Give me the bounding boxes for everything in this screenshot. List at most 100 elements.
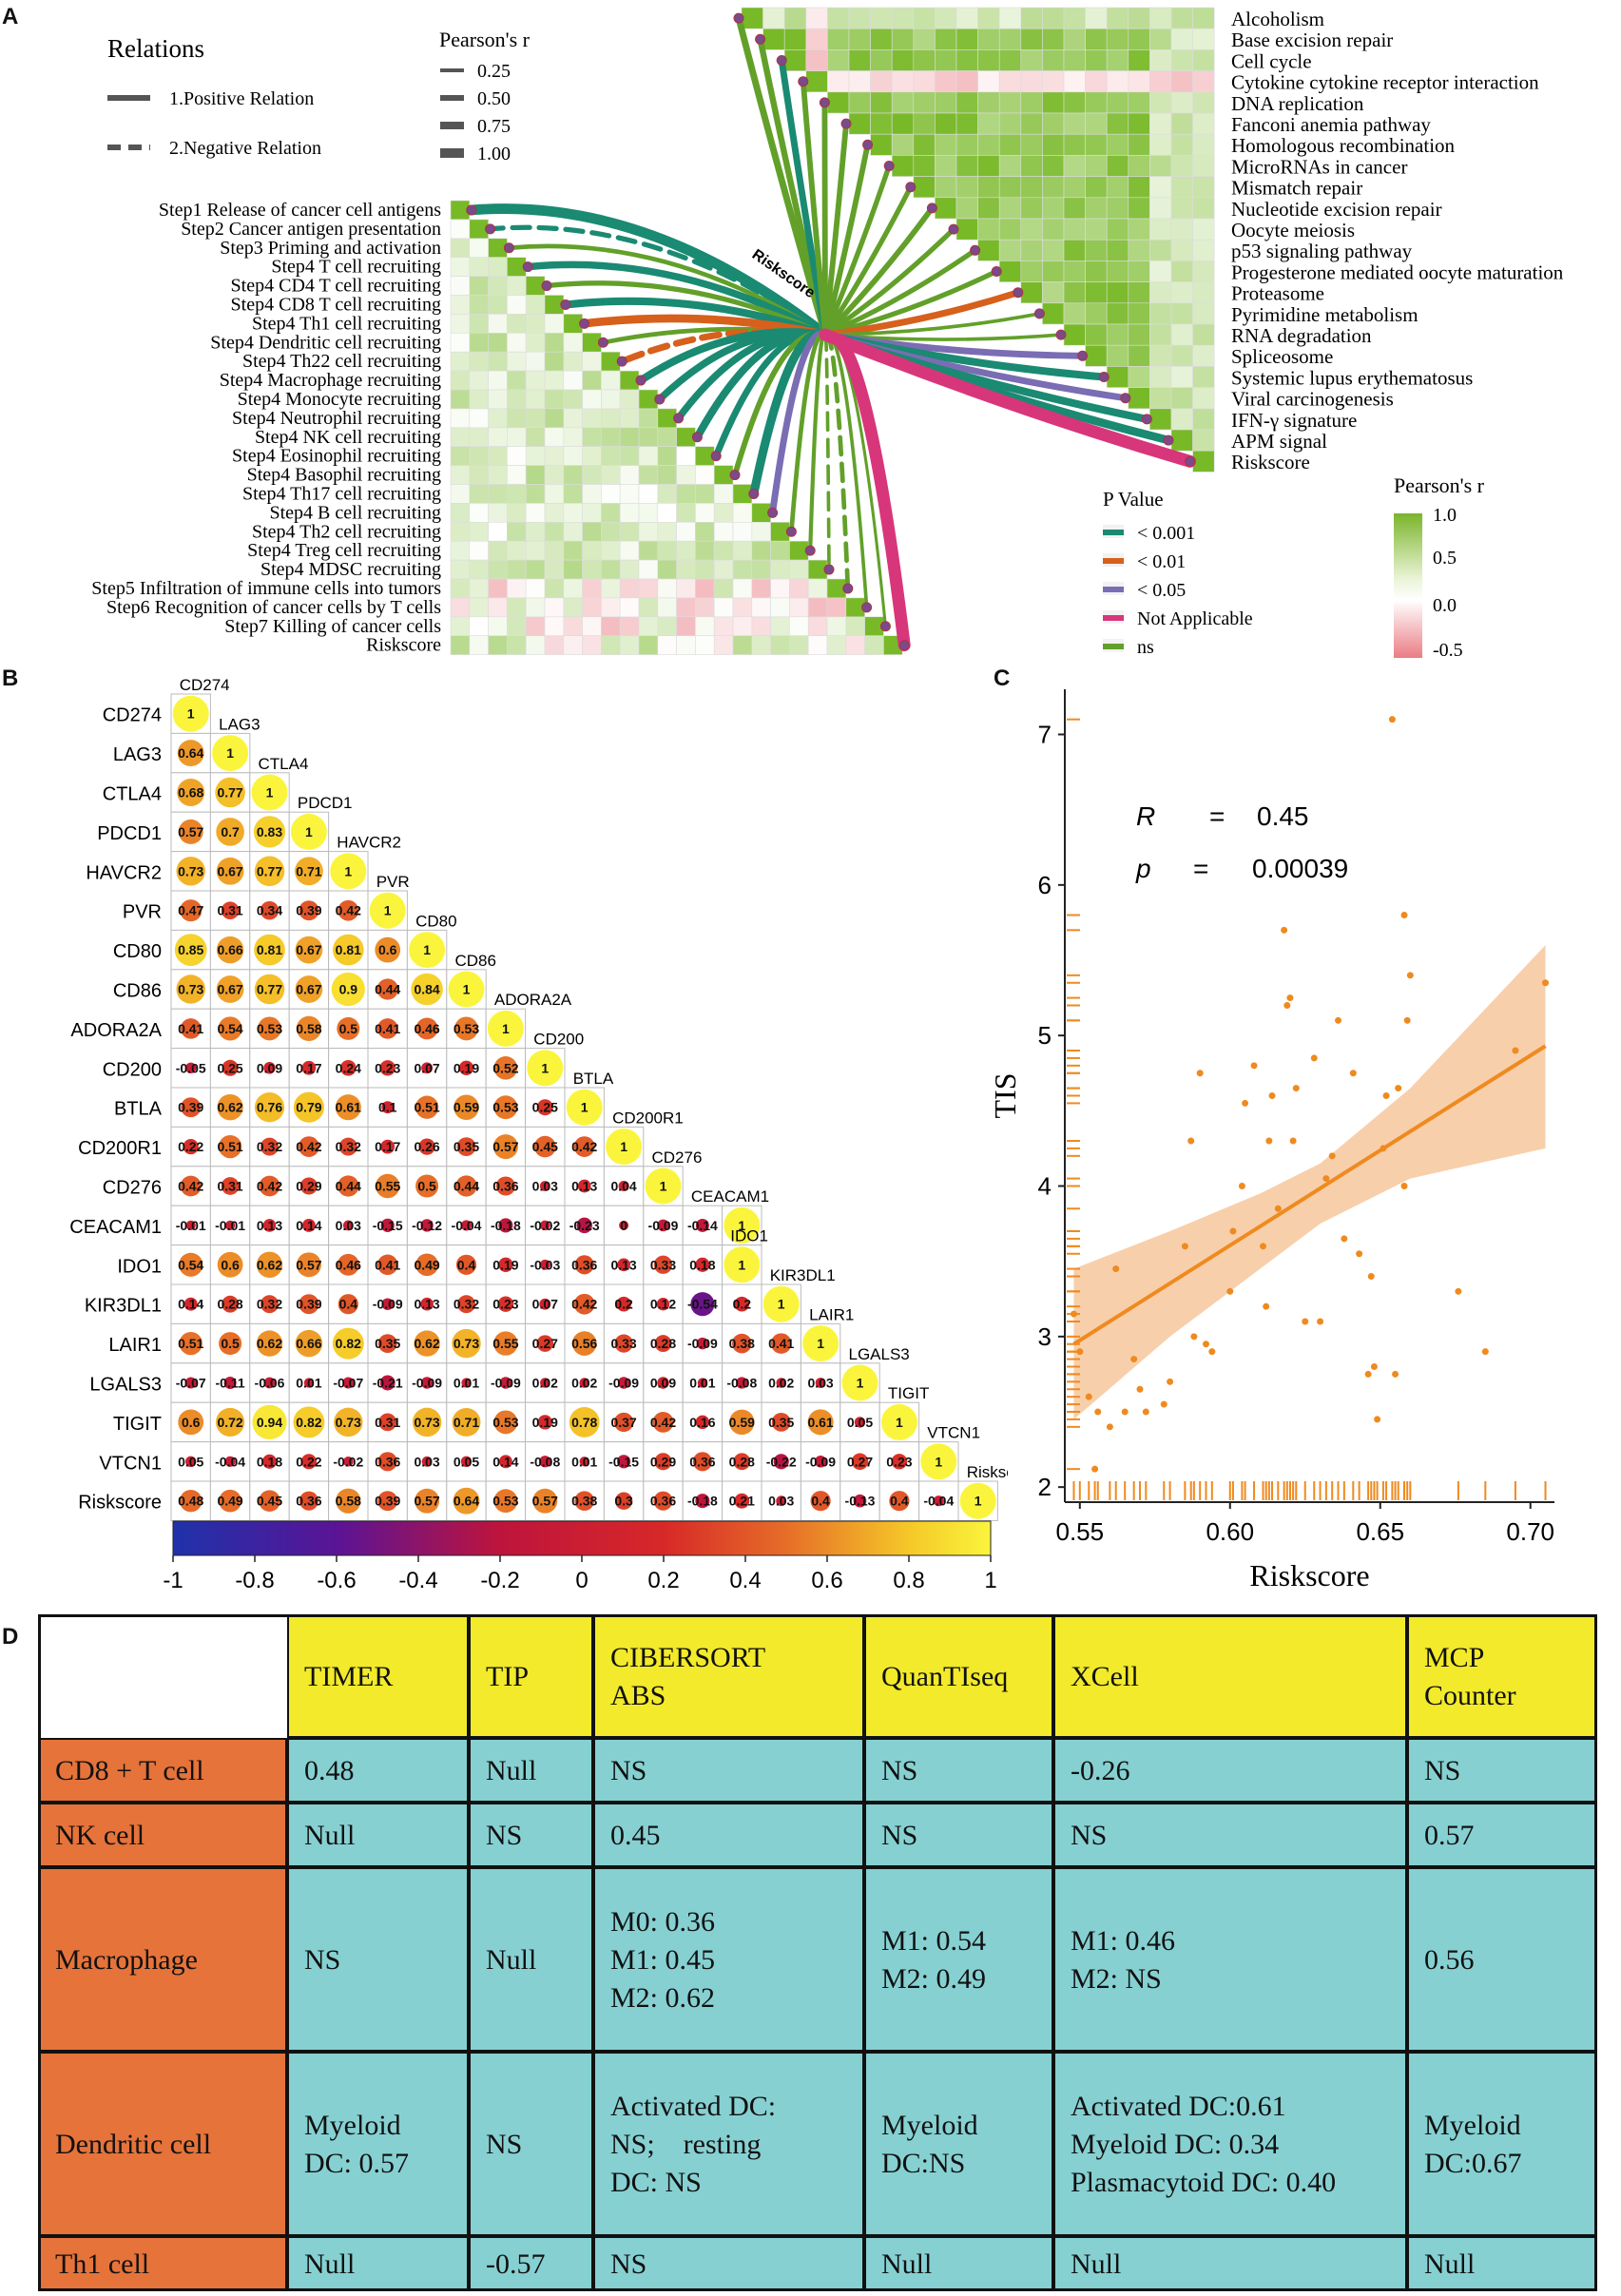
heatmap-cell (488, 295, 508, 315)
correlation-circle (566, 1089, 603, 1126)
heatmap-cell (488, 616, 508, 636)
correlation-value: 0.42 (336, 903, 361, 918)
row-header-text: NK cell (55, 1820, 145, 1851)
table-cell: NS (469, 2052, 593, 2236)
correlation-value: 0.6 (378, 942, 397, 957)
correlation-value: 0.14 (492, 1454, 518, 1469)
correlation-circle (652, 1412, 674, 1433)
heatmap-cell (1020, 133, 1043, 156)
link-line (822, 121, 849, 338)
heatmap-cell (751, 597, 771, 618)
row-header: Th1 cell (38, 2236, 287, 2291)
heatmap-cell (544, 503, 565, 523)
correlation-circle (736, 1377, 748, 1389)
panel-letter-a: A (2, 4, 19, 29)
heatmap-cell (751, 616, 771, 636)
correlation-circle (569, 1406, 600, 1437)
correlation-value: -0.15 (373, 1218, 403, 1233)
correlation-value: -0.18 (687, 1494, 718, 1509)
correlation-value: 0.13 (571, 1179, 597, 1194)
heatmap-cell (657, 503, 677, 523)
diagonal-label: CD80 (415, 912, 456, 930)
heatmap-cell (563, 559, 583, 580)
data-point (1091, 1465, 1099, 1473)
heatmap-cell (789, 559, 809, 580)
table-cell-text: NS (610, 1755, 647, 1786)
data-point (1263, 1302, 1270, 1310)
heatmap-cell (507, 314, 527, 334)
correlation-circle (574, 1255, 594, 1275)
heatmap-cell (762, 7, 785, 29)
heatmap-cell (1170, 344, 1193, 367)
table-cell: -0.26 (1053, 1738, 1407, 1803)
heatmap-cell (544, 635, 565, 655)
heatmap-cell (525, 351, 546, 372)
correlation-circle (217, 1094, 243, 1121)
correlation-value: 0.79 (296, 1100, 321, 1115)
correlation-value: 0.57 (414, 1494, 439, 1509)
correlation-circle (176, 857, 205, 886)
row-header: Macrophage (38, 1867, 287, 2052)
heatmap-cell (544, 408, 565, 429)
heatmap-cell (891, 133, 915, 156)
link-node (776, 55, 787, 66)
heatmap-cell (1106, 260, 1129, 282)
heatmap-cell (935, 70, 957, 93)
correlation-value: -0.08 (726, 1376, 757, 1391)
row-label: Riskscore (78, 1493, 162, 1514)
heatmap-cell (1149, 260, 1172, 282)
table-cell-text: Null (304, 2248, 356, 2280)
table-cell-text: 0.48 (304, 1755, 355, 1786)
heatmap-cell (657, 559, 677, 580)
heatmap-cell (955, 197, 978, 220)
heatmap-cell (1128, 70, 1150, 93)
heatmap-cell (1128, 28, 1150, 50)
x-tick-label: 0.70 (1506, 1517, 1554, 1546)
heatmap-cell (1170, 387, 1193, 410)
heatmap-cell (770, 635, 790, 655)
heatmap-cell (770, 540, 790, 561)
x-tick-label: 0.60 (1206, 1517, 1254, 1546)
correlation-circle (461, 1378, 472, 1388)
correlation-value: 0.04 (610, 1179, 636, 1194)
correlation-value: 1 (305, 824, 313, 839)
heatmap-cell (544, 389, 565, 410)
correlation-circle (540, 1378, 550, 1388)
heatmap-cell (913, 91, 936, 114)
heatmap-cell (1128, 260, 1150, 282)
heatmap-cell (469, 484, 489, 504)
correlation-value: 0.85 (178, 942, 203, 957)
heatmap-cell (1106, 366, 1129, 388)
heatmap-cell (601, 503, 621, 523)
correlation-value: 0.57 (532, 1494, 558, 1509)
heatmap-cell (507, 465, 527, 485)
correlation-value: 0.27 (532, 1336, 558, 1351)
correlation-circle (180, 1018, 202, 1039)
heatmap-cell (827, 91, 850, 114)
heatmap-cell (544, 521, 565, 542)
heatmap-cell (891, 155, 915, 177)
heatmap-cell (1063, 7, 1086, 29)
table-cell-text: DC:0.67 (1424, 2148, 1522, 2179)
correlation-circle (613, 1412, 634, 1433)
correlation-value: 0.54 (217, 1021, 242, 1036)
heatmap-cell (507, 276, 527, 296)
heatmap-cell (676, 578, 696, 599)
diagonal-label: LAG3 (219, 715, 260, 733)
correlation-value: 0.14 (178, 1297, 203, 1312)
left-row-label: Step4 Th17 cell recruiting (242, 484, 441, 505)
correlation-circle (218, 1016, 242, 1041)
correlation-circle (181, 1097, 202, 1118)
correlation-value: 0.42 (650, 1415, 676, 1430)
heatmap-cell (507, 597, 527, 618)
row-label: BTLA (114, 1099, 163, 1120)
correlation-circle (415, 1488, 440, 1514)
correlation-circle (933, 1495, 944, 1507)
right-heatmap (741, 7, 1215, 473)
correlation-value: 0.55 (375, 1179, 400, 1194)
heatmap-cell (1063, 302, 1086, 325)
heatmap-cell (469, 332, 489, 353)
correlation-value: 0.17 (296, 1060, 321, 1075)
correlation-circle (493, 1410, 518, 1435)
heatmap-cell (525, 332, 546, 353)
